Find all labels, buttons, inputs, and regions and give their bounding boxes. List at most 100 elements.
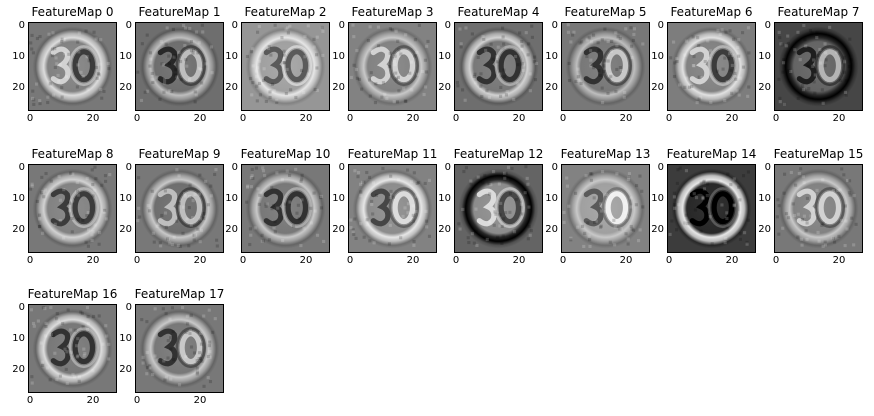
feature-map-axes xyxy=(28,22,117,111)
feature-map-image xyxy=(29,305,116,392)
pixel-texture xyxy=(136,23,214,104)
feature-map-title: FeatureMap 7 xyxy=(777,5,860,19)
feature-map-axes xyxy=(454,22,543,111)
y-tick-label: 20 xyxy=(119,224,132,235)
y-tick-label: 10 xyxy=(332,51,345,62)
x-tick-label: 20 xyxy=(832,255,846,266)
feature-map-image xyxy=(562,165,649,252)
feature-map-axes xyxy=(241,164,330,253)
feature-map-title: FeatureMap 5 xyxy=(564,5,647,19)
x-tick-label: 20 xyxy=(193,113,207,124)
x-tick-label: 20 xyxy=(406,255,420,266)
digit-strokes xyxy=(263,187,313,229)
y-tick-label: 20 xyxy=(651,82,664,93)
pixel-texture xyxy=(669,26,751,105)
sign-ring xyxy=(778,168,859,249)
feature-map-title: FeatureMap 0 xyxy=(31,5,114,19)
feature-map-image xyxy=(242,23,329,110)
digit-strokes xyxy=(796,45,846,87)
y-tick-label: 0 xyxy=(18,302,25,313)
y-tick-label: 20 xyxy=(12,82,25,93)
y-tick-label: 10 xyxy=(225,193,238,204)
sign-ring xyxy=(139,308,220,389)
pixel-texture xyxy=(668,166,751,246)
feature-map-image xyxy=(349,165,436,252)
y-tick-label: 10 xyxy=(119,193,132,204)
y-tick-label: 10 xyxy=(119,51,132,62)
x-tick-label: 20 xyxy=(832,113,846,124)
feature-map-title: FeatureMap 12 xyxy=(453,147,544,161)
pixel-texture xyxy=(29,305,111,386)
pixel-texture xyxy=(455,24,539,102)
pixel-texture xyxy=(29,165,112,248)
feature-map-image xyxy=(562,23,649,110)
y-tick-label: 10 xyxy=(119,333,132,344)
feature-map-axes xyxy=(454,164,543,253)
feature-map-title: FeatureMap 3 xyxy=(351,5,434,19)
y-tick-label: 10 xyxy=(12,193,25,204)
feature-map-title: FeatureMap 4 xyxy=(457,5,540,19)
y-tick-label: 20 xyxy=(545,82,558,93)
sign-ring xyxy=(671,168,752,249)
feature-map-image xyxy=(775,23,862,110)
feature-map-image xyxy=(136,165,223,252)
x-tick-label: 20 xyxy=(406,113,420,124)
digit-strokes xyxy=(476,45,526,87)
feature-map-axes xyxy=(135,164,224,253)
feature-map-axes xyxy=(241,22,330,111)
y-tick-label: 0 xyxy=(125,162,132,173)
x-tick-label: 0 xyxy=(452,255,460,266)
sign-ring xyxy=(565,26,646,107)
y-tick-label: 0 xyxy=(657,162,664,173)
sign-ring xyxy=(139,26,220,107)
y-tick-label: 0 xyxy=(551,162,558,173)
feature-map-axes xyxy=(348,22,437,111)
y-tick-label: 10 xyxy=(12,51,25,62)
y-tick-label: 20 xyxy=(119,364,132,375)
pixel-texture xyxy=(777,23,853,106)
feature-map-axes xyxy=(28,164,117,253)
y-tick-label: 20 xyxy=(332,224,345,235)
y-tick-label: 10 xyxy=(545,193,558,204)
y-tick-label: 20 xyxy=(119,82,132,93)
sign-ring xyxy=(139,168,220,249)
x-tick-label: 0 xyxy=(559,113,567,124)
y-tick-label: 10 xyxy=(438,51,451,62)
x-tick-label: 0 xyxy=(133,255,141,266)
sign-ring xyxy=(32,26,113,107)
y-tick-label: 0 xyxy=(444,20,451,31)
feature-map-title: FeatureMap 9 xyxy=(138,147,221,161)
sign-ring xyxy=(565,168,646,249)
sign-ring xyxy=(352,168,433,249)
x-tick-label: 20 xyxy=(193,395,207,406)
sign-ring xyxy=(671,26,752,107)
x-tick-label: 0 xyxy=(559,255,567,266)
pixel-texture xyxy=(562,170,645,248)
x-tick-label: 0 xyxy=(346,255,354,266)
feature-map-image xyxy=(29,23,116,110)
y-tick-label: 10 xyxy=(651,193,664,204)
y-tick-label: 20 xyxy=(225,82,238,93)
pixel-texture xyxy=(457,165,533,248)
feature-map-image xyxy=(668,23,755,110)
pixel-texture xyxy=(245,166,326,248)
digit-strokes xyxy=(370,187,420,229)
feature-map-image xyxy=(668,165,755,252)
pixel-texture xyxy=(245,23,325,104)
x-tick-label: 0 xyxy=(346,113,354,124)
x-tick-label: 0 xyxy=(26,395,34,406)
pixel-texture xyxy=(775,167,858,248)
y-tick-label: 10 xyxy=(545,51,558,62)
feature-map-title: FeatureMap 16 xyxy=(27,287,118,301)
feature-map-title: FeatureMap 2 xyxy=(244,5,327,19)
y-tick-label: 20 xyxy=(12,364,25,375)
feature-map-axes xyxy=(667,164,756,253)
feature-map-title: FeatureMap 13 xyxy=(560,147,651,161)
feature-map-title: FeatureMap 15 xyxy=(773,147,864,161)
feature-map-axes xyxy=(774,22,863,111)
feature-map-image xyxy=(455,165,542,252)
feature-map-image xyxy=(136,305,223,392)
feature-map-title: FeatureMap 1 xyxy=(138,5,221,19)
digit-strokes xyxy=(476,187,526,229)
